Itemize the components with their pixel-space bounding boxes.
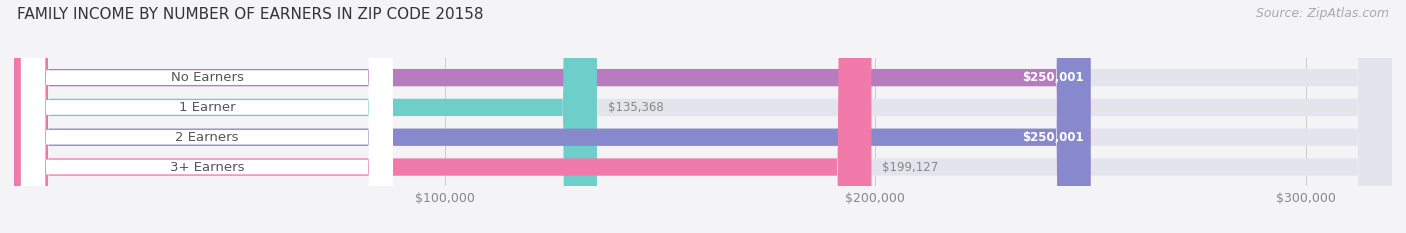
FancyBboxPatch shape: [14, 0, 1091, 233]
FancyBboxPatch shape: [21, 0, 394, 233]
Text: 1 Earner: 1 Earner: [179, 101, 235, 114]
Text: 3+ Earners: 3+ Earners: [170, 161, 245, 174]
Text: $250,001: $250,001: [1022, 71, 1084, 84]
Text: No Earners: No Earners: [170, 71, 243, 84]
FancyBboxPatch shape: [14, 0, 1091, 233]
FancyBboxPatch shape: [14, 0, 1392, 233]
FancyBboxPatch shape: [14, 0, 598, 233]
FancyBboxPatch shape: [21, 0, 394, 233]
Text: $135,368: $135,368: [607, 101, 664, 114]
Text: 2 Earners: 2 Earners: [176, 131, 239, 144]
Text: FAMILY INCOME BY NUMBER OF EARNERS IN ZIP CODE 20158: FAMILY INCOME BY NUMBER OF EARNERS IN ZI…: [17, 7, 484, 22]
FancyBboxPatch shape: [21, 0, 394, 233]
Text: $199,127: $199,127: [883, 161, 939, 174]
Text: Source: ZipAtlas.com: Source: ZipAtlas.com: [1256, 7, 1389, 20]
FancyBboxPatch shape: [21, 0, 394, 233]
FancyBboxPatch shape: [14, 0, 1392, 233]
FancyBboxPatch shape: [14, 0, 872, 233]
Text: $250,001: $250,001: [1022, 131, 1084, 144]
FancyBboxPatch shape: [14, 0, 1392, 233]
FancyBboxPatch shape: [14, 0, 1392, 233]
